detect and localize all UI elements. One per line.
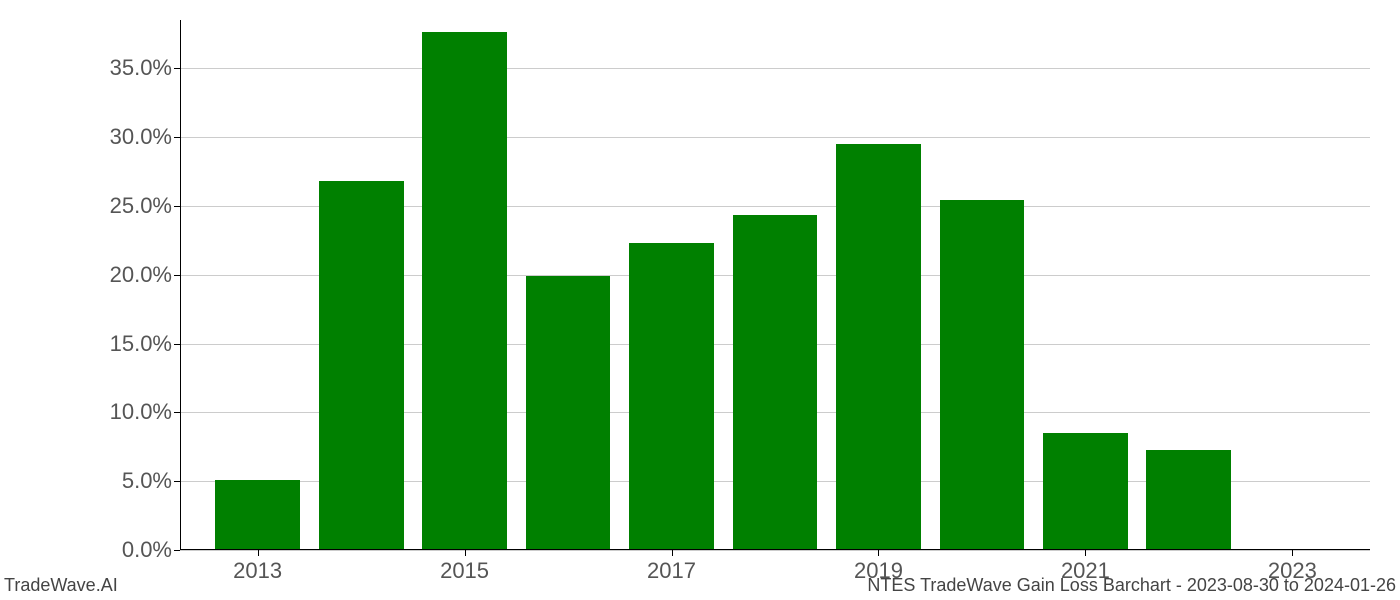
y-tick-mark <box>174 550 180 551</box>
gridline <box>180 137 1370 138</box>
y-tick-mark <box>174 481 180 482</box>
x-tick-mark <box>258 550 259 556</box>
y-axis-line <box>180 20 181 550</box>
y-tick-mark <box>174 344 180 345</box>
footer-left-text: TradeWave.AI <box>4 575 118 596</box>
bar-2017 <box>629 243 714 550</box>
bar-2020 <box>940 200 1025 550</box>
x-tick-label: 2015 <box>440 558 489 584</box>
bar-2014 <box>319 181 404 550</box>
y-tick-label: 10.0% <box>110 399 172 425</box>
y-tick-label: 5.0% <box>122 468 172 494</box>
plot-area <box>180 20 1370 550</box>
x-tick-mark <box>878 550 879 556</box>
x-tick-label: 2013 <box>233 558 282 584</box>
y-tick-mark <box>174 68 180 69</box>
bar-2019 <box>836 144 921 550</box>
y-tick-mark <box>174 275 180 276</box>
bar-2022 <box>1146 450 1231 550</box>
y-tick-mark <box>174 137 180 138</box>
gridline <box>180 68 1370 69</box>
x-tick-mark <box>1292 550 1293 556</box>
x-tick-mark <box>672 550 673 556</box>
y-tick-mark <box>174 206 180 207</box>
x-axis-line <box>180 549 1370 550</box>
bar-2018 <box>733 215 818 550</box>
bar-2021 <box>1043 433 1128 550</box>
y-tick-mark <box>174 412 180 413</box>
footer-right-text: NTES TradeWave Gain Loss Barchart - 2023… <box>867 575 1396 596</box>
chart-container: 0.0% 5.0% 10.0% 15.0% 20.0% 25.0% 30.0% 35.0% 2… <box>0 0 1400 600</box>
x-tick-mark <box>1085 550 1086 556</box>
bar-2015 <box>422 32 507 550</box>
x-tick-label: 2017 <box>647 558 696 584</box>
y-tick-label: 20.0% <box>110 262 172 288</box>
y-tick-label: 0.0% <box>122 537 172 563</box>
y-tick-label: 25.0% <box>110 193 172 219</box>
x-tick-mark <box>465 550 466 556</box>
gridline <box>180 550 1370 551</box>
y-tick-label: 15.0% <box>110 331 172 357</box>
bar-2013 <box>215 480 300 550</box>
y-tick-label: 35.0% <box>110 55 172 81</box>
bar-2016 <box>526 276 611 550</box>
y-tick-label: 30.0% <box>110 124 172 150</box>
